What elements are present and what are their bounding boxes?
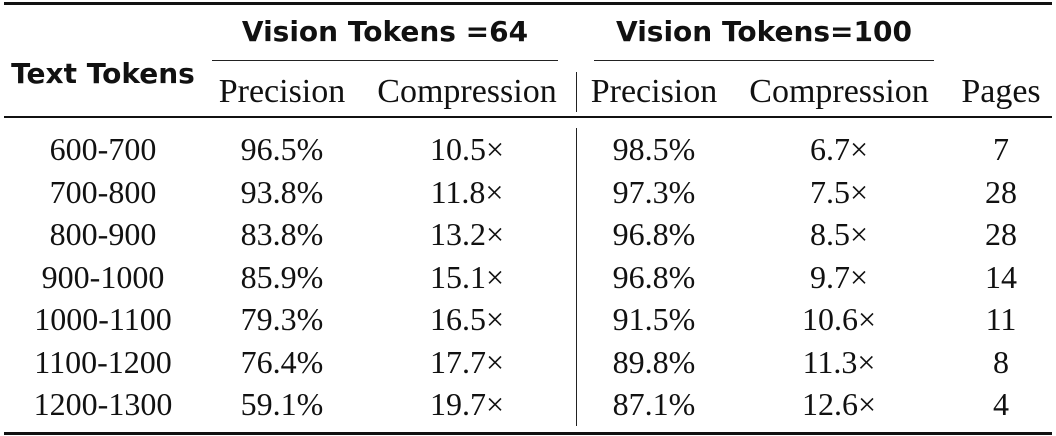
table-row: 1000-1100 79.3% 16.5× 91.5% 10.6× 11 bbox=[0, 298, 1056, 341]
table-body: 600-700 96.5% 10.5× 98.5% 6.7× 7 700-800… bbox=[0, 128, 1056, 426]
cell-compression-100: 11.3× bbox=[802, 343, 876, 380]
cell-precision-64: 85.9% bbox=[240, 258, 324, 295]
cell-precision-64: 59.1% bbox=[240, 386, 324, 422]
table-row: 600-700 96.5% 10.5× 98.5% 6.7× 7 bbox=[0, 128, 1056, 171]
cell-compression-64: 13.2× bbox=[429, 216, 505, 252]
cell-pages: 4 bbox=[993, 386, 1009, 422]
cell-precision-64: 83.8% bbox=[240, 216, 324, 252]
cell-precision-100: 97.3% bbox=[612, 173, 696, 210]
cell-text-tokens: 800-900 bbox=[49, 216, 157, 252]
cell-precision-100: 96.8% bbox=[612, 216, 696, 252]
cell-text-tokens: 1200-1300 bbox=[33, 386, 173, 422]
cell-text-tokens: 1100-1200 bbox=[34, 343, 172, 380]
cell-compression-100: 6.7× bbox=[809, 131, 869, 167]
cell-compression-64: 19.7× bbox=[429, 386, 505, 422]
cell-compression-100: 12.6× bbox=[801, 386, 877, 422]
cell-compression-64: 16.5× bbox=[429, 301, 505, 337]
cell-pages: 7 bbox=[993, 131, 1009, 167]
table-row: 900-1000 85.9% 15.1× 96.8% 9.7× 14 bbox=[0, 256, 1056, 299]
bottom-rule bbox=[4, 432, 1052, 435]
row-header-text-tokens: Text Tokens bbox=[11, 57, 195, 90]
cell-text-tokens: 1000-1100 bbox=[34, 301, 172, 337]
cell-pages: 14 bbox=[985, 258, 1017, 295]
group-title-vision-64: Vision Tokens =64 bbox=[241, 15, 529, 48]
group-separator-body bbox=[576, 128, 577, 426]
cell-pages: 8 bbox=[993, 343, 1009, 380]
cell-precision-64: 76.4% bbox=[240, 343, 324, 380]
cell-precision-100: 98.5% bbox=[612, 131, 696, 167]
group-separator-header bbox=[576, 72, 577, 112]
cell-precision-100: 96.8% bbox=[612, 258, 696, 295]
group-underline-vision-100 bbox=[594, 60, 934, 61]
col-header-compression-64: Compression bbox=[377, 73, 557, 110]
col-header-precision-64: Precision bbox=[218, 73, 346, 110]
cell-precision-64: 96.5% bbox=[240, 131, 324, 167]
table-row: 1100-1200 76.4% 17.7× 89.8% 11.3× 8 bbox=[0, 341, 1056, 384]
group-title-vision-100: Vision Tokens=100 bbox=[616, 15, 912, 48]
table-row: 800-900 83.8% 13.2× 96.8% 8.5× 28 bbox=[0, 213, 1056, 256]
cell-precision-100: 87.1% bbox=[612, 386, 696, 422]
cell-precision-64: 79.3% bbox=[240, 301, 324, 337]
cell-precision-100: 89.8% bbox=[612, 343, 696, 380]
table-row: 1200-1300 59.1% 19.7× 87.1% 12.6× 4 bbox=[0, 383, 1056, 426]
cell-compression-64: 11.8× bbox=[430, 173, 504, 210]
col-header-pages: Pages bbox=[961, 73, 1041, 110]
col-header-compression-100: Compression bbox=[749, 73, 929, 110]
cell-precision-64: 93.8% bbox=[240, 173, 324, 210]
cell-pages: 11 bbox=[985, 301, 1017, 337]
cell-text-tokens: 900-1000 bbox=[41, 258, 165, 295]
group-underline-vision-64 bbox=[212, 60, 558, 61]
cell-compression-100: 7.5× bbox=[809, 173, 869, 210]
cell-compression-100: 8.5× bbox=[809, 216, 869, 252]
header-rule bbox=[4, 116, 1052, 118]
cell-compression-100: 10.6× bbox=[801, 301, 877, 337]
cell-precision-100: 91.5% bbox=[612, 301, 696, 337]
cell-compression-100: 9.7× bbox=[809, 258, 869, 295]
cell-compression-64: 10.5× bbox=[429, 131, 505, 167]
cell-pages: 28 bbox=[985, 216, 1017, 252]
cell-text-tokens: 600-700 bbox=[49, 131, 157, 167]
table-row: 700-800 93.8% 11.8× 97.3% 7.5× 28 bbox=[0, 171, 1056, 214]
cell-pages: 28 bbox=[985, 173, 1017, 210]
cell-compression-64: 15.1× bbox=[429, 258, 505, 295]
top-rule bbox=[4, 2, 1052, 5]
cell-compression-64: 17.7× bbox=[429, 343, 505, 380]
col-header-precision-100: Precision bbox=[590, 73, 718, 110]
cell-text-tokens: 700-800 bbox=[49, 173, 157, 210]
